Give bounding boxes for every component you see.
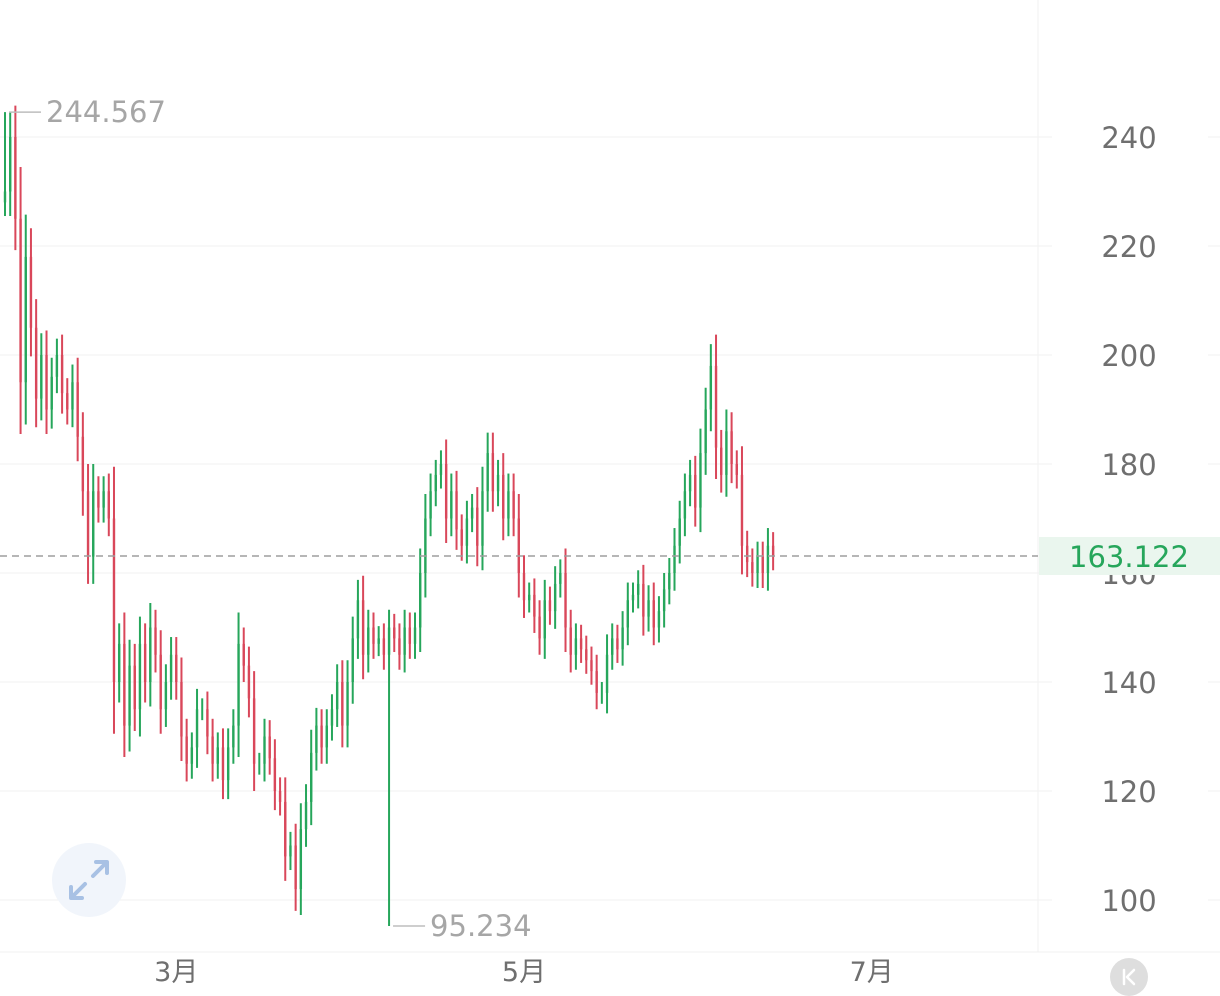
y-tick-label: 120 (1101, 775, 1156, 809)
y-tick-label: 200 (1101, 339, 1156, 373)
x-tick-label: 3月 (154, 957, 198, 988)
y-tick-label: 140 (1101, 666, 1156, 700)
collapse-button[interactable] (1110, 958, 1148, 996)
expand-button[interactable] (52, 843, 126, 917)
low-label: 95.234 (430, 909, 531, 943)
ohlc-bars (3, 105, 775, 926)
expand-arrows-icon (69, 860, 109, 900)
axis-labels: 1001201401802002202401603月5月7月 (154, 121, 1157, 988)
collapse-left-icon (1122, 968, 1136, 986)
y-tick-label: 180 (1101, 448, 1156, 482)
y-tick-label: 240 (1101, 121, 1156, 155)
high-label: 244.567 (46, 95, 166, 129)
x-tick-label: 5月 (502, 957, 546, 988)
y-tick-label: 220 (1101, 230, 1156, 264)
last-price-badge (1039, 536, 1220, 575)
y-tick-label: 100 (1101, 884, 1156, 918)
grid-lines (0, 0, 1220, 953)
extreme-markers: 244.567 95.234 163.122 (0, 95, 1220, 943)
x-tick-label: 7月 (850, 957, 894, 988)
last-price-label: 163.122 (1069, 540, 1189, 574)
